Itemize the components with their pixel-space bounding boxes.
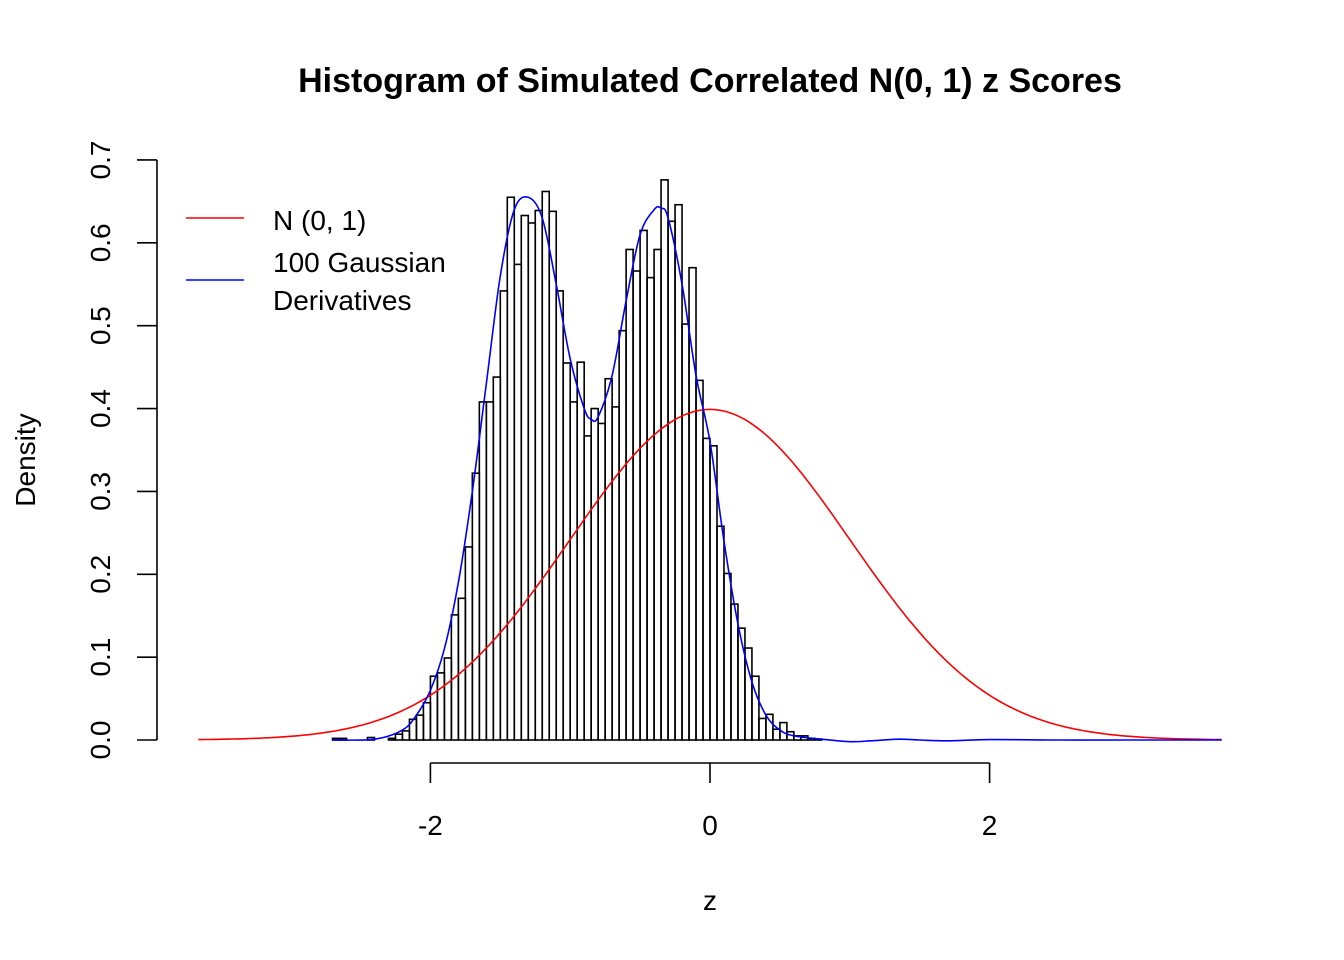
legend-label-gaussian-line2: Derivatives <box>273 285 411 316</box>
legend-label-normal: N (0, 1) <box>273 205 366 236</box>
histogram-bar <box>548 210 558 741</box>
y-tick-label: 0.5 <box>85 306 116 345</box>
histogram-bar <box>562 362 572 741</box>
histogram-bar <box>674 203 683 741</box>
y-tick-label: 0.4 <box>85 389 116 428</box>
histogram-bar <box>646 276 655 741</box>
histogram-bar <box>541 190 551 741</box>
histogram-bar <box>653 248 662 741</box>
histogram-bar <box>765 713 774 741</box>
histogram-bar <box>464 546 474 741</box>
histogram-bar <box>422 701 432 741</box>
histogram-bar <box>737 627 746 741</box>
histogram-bar <box>520 214 530 741</box>
y-tick-label: 0.2 <box>85 555 116 594</box>
histogram-bar <box>506 196 516 741</box>
x-axis: -2 0 2 <box>418 762 998 841</box>
histogram-bar <box>695 379 704 741</box>
histogram-bar <box>485 401 495 741</box>
histogram-bar <box>618 329 627 741</box>
histogram-bar <box>436 672 446 741</box>
y-axis: 0.0 0.1 0.2 0.3 0.4 0.5 0.6 0.7 <box>85 141 158 760</box>
series-line-gaussian-derivatives <box>332 195 1222 743</box>
histogram-bar <box>492 376 502 741</box>
y-tick-label: 0.1 <box>85 638 116 677</box>
y-tick-label: 0.3 <box>85 472 116 511</box>
histogram-bar <box>471 472 481 741</box>
histogram-bar <box>716 525 725 741</box>
histogram-bar <box>751 675 760 741</box>
histogram-bar <box>632 270 641 741</box>
histogram-bar <box>555 290 565 741</box>
histogram-bar <box>534 209 544 741</box>
histogram-bar <box>758 717 767 741</box>
chart-title: Histogram of Simulated Correlated N(0, 1… <box>298 62 1122 100</box>
legend: N (0, 1) 100 Gaussian Derivatives <box>186 205 446 316</box>
histogram-bar <box>639 229 648 741</box>
histogram-bar <box>702 437 711 741</box>
series-line-normal <box>198 408 1222 741</box>
y-axis-label: Density <box>10 413 41 506</box>
histogram-bar <box>590 407 599 741</box>
histogram-bar <box>401 730 411 741</box>
y-tick-label: 0.7 <box>85 141 116 180</box>
histogram-bar <box>387 737 397 741</box>
histogram-bar <box>513 263 523 741</box>
y-tick-label: 0.6 <box>85 223 116 262</box>
histogram-bar <box>667 220 676 741</box>
histogram-bar <box>443 657 453 741</box>
histogram-bar <box>569 401 578 741</box>
y-tick-label: 0.0 <box>85 721 116 760</box>
histogram-bar <box>772 728 781 741</box>
x-axis-label: z <box>703 885 717 916</box>
histogram-bar <box>576 361 585 741</box>
histogram-bar <box>660 179 669 741</box>
histogram-bar <box>625 248 634 741</box>
histogram-bar <box>394 733 404 741</box>
histogram-bar <box>478 401 488 741</box>
histogram-bars <box>331 179 823 741</box>
histogram-bar <box>597 422 606 741</box>
histogram-bar <box>415 714 425 741</box>
histogram-bar <box>527 222 537 741</box>
histogram-bar <box>681 323 690 741</box>
histogram-bar <box>499 290 509 741</box>
histogram-bar <box>723 572 732 741</box>
histogram-bar <box>583 435 592 741</box>
histogram-bar <box>604 377 613 741</box>
histogram-bar <box>730 603 739 741</box>
legend-label-gaussian-line1: 100 Gaussian <box>273 247 446 278</box>
histogram-bar <box>709 445 718 741</box>
x-tick-label: 0 <box>702 810 718 841</box>
x-tick-label: 2 <box>982 810 998 841</box>
x-tick-label: -2 <box>418 810 443 841</box>
histogram-bar <box>611 406 620 741</box>
